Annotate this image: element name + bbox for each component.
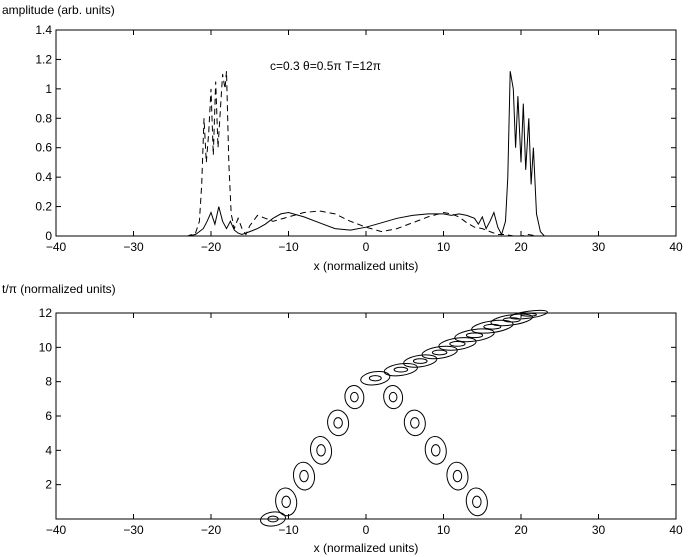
merged-branch-inner-contour [368, 375, 382, 382]
left-branch-inner-contour [316, 444, 326, 457]
left-branch-outer-contour [275, 487, 298, 517]
left-branch-outer-contour [344, 385, 365, 410]
bottom-xtick-label: −30 [123, 523, 144, 537]
bottom-xtick-label: 20 [514, 523, 528, 537]
bottom-xtick-label: −20 [201, 523, 222, 537]
right-branch-inner-contour [388, 391, 398, 403]
merged-branch-outer-contour [438, 337, 477, 351]
top-lines [56, 71, 676, 237]
top-annotation: c=0.3 θ=0.5π T=12π [270, 59, 381, 73]
merged-branch-outer-contour [490, 313, 533, 327]
top-ytick-label: 0.4 [35, 170, 52, 184]
merged-branch-inner-contour [502, 317, 521, 323]
left-branch-outer-contour [260, 511, 286, 527]
top-xtick-label: 0 [363, 240, 370, 254]
left-branch-inner-contour [350, 391, 359, 403]
merged-branch-inner-contour [465, 332, 484, 339]
merged-branch-outer-contour [403, 354, 438, 368]
top-ytick-label: 0.2 [35, 200, 52, 214]
dashed-series-line [56, 71, 676, 237]
right-branch-outer-contour [383, 385, 404, 410]
left-branch-outer-contour [310, 435, 333, 465]
solid-series-line [56, 71, 676, 237]
top-ylabel: amplitude (arb. units) [2, 3, 115, 17]
top-ytick-label: 1 [45, 82, 52, 96]
merged-branch-inner-contour [412, 358, 428, 364]
bottom-ytick-label: 8 [45, 375, 52, 389]
right-branch-inner-contour [472, 495, 482, 508]
bottom-ytick-label: 12 [39, 306, 53, 320]
top-axes-box [55, 29, 677, 237]
bottom-xtick-label: −10 [278, 523, 299, 537]
right-branch-inner-contour [430, 444, 441, 457]
top-xtick-label: 30 [592, 240, 606, 254]
bottom-contours [260, 309, 548, 527]
right-branch-outer-contour [403, 409, 426, 437]
top-xtick-label: 10 [437, 240, 451, 254]
merged-branch-outer-contour [360, 370, 391, 386]
bottom-xtick-label: 10 [437, 523, 451, 537]
bottom-xtick-label: 0 [363, 523, 370, 537]
bottom-panel: t/π (normalized units) x (normalized uni… [2, 282, 683, 555]
top-xtick-label: −30 [123, 240, 144, 254]
top-xtick-label: 40 [669, 240, 683, 254]
bottom-ytick-label: 6 [45, 409, 52, 423]
merged-branch-outer-contour [509, 309, 548, 320]
top-xtick-label: −20 [201, 240, 222, 254]
bottom-ticks: −40 −30 −20 −10 0 10 20 30 40 2 4 6 8 10 12 [39, 306, 683, 537]
left-branch-inner-contour [299, 469, 309, 483]
left-branch-outer-contour [327, 409, 350, 437]
left-branch-outer-contour [292, 461, 316, 491]
bottom-ylabel: t/π (normalized units) [2, 282, 116, 296]
top-xtick-label: 20 [514, 240, 528, 254]
merged-branch-inner-contour [393, 366, 409, 373]
top-ytick-label: 0.6 [35, 141, 52, 155]
merged-branch-inner-contour [431, 349, 448, 356]
top-ytick-label: 0 [45, 229, 52, 243]
right-branch-inner-contour [410, 417, 420, 429]
right-branch-outer-contour [446, 461, 469, 491]
top-ytick-label: 0.8 [35, 111, 52, 125]
top-ytick-label: 1.2 [35, 52, 52, 66]
bottom-ytick-label: 10 [39, 340, 53, 354]
right-branch-outer-contour [424, 435, 447, 465]
bottom-xlabel: x (normalized units) [314, 541, 419, 555]
top-ticks: −40 −30 −20 −10 0 10 20 30 40 0 0.2 0.4 0.6 0.8 1 1.2 1.… [35, 23, 683, 254]
right-branch-inner-contour [452, 469, 463, 483]
bottom-ytick-label: 4 [45, 443, 52, 457]
bottom-xtick-label: 30 [592, 523, 606, 537]
top-xtick-label: −40 [46, 240, 67, 254]
merged-branch-outer-contour [383, 362, 418, 377]
bottom-xtick-label: 40 [669, 523, 683, 537]
bottom-ytick-label: 2 [45, 478, 52, 492]
bottom-xtick-label: −40 [46, 523, 67, 537]
right-branch-outer-contour [465, 487, 488, 517]
left-branch-inner-contour [333, 417, 343, 429]
bottom-axes-box [55, 312, 677, 520]
top-panel: amplitude (arb. units) c=0.3 θ=0.5π T=12… [2, 3, 683, 273]
top-xlabel: x (normalized units) [314, 259, 419, 273]
merged-branch-inner-contour [449, 341, 466, 347]
top-xtick-label: −10 [278, 240, 299, 254]
left-branch-inner-contour [281, 495, 291, 508]
top-ytick-label: 1.4 [35, 23, 52, 37]
merged-branch-outer-contour [421, 345, 458, 360]
